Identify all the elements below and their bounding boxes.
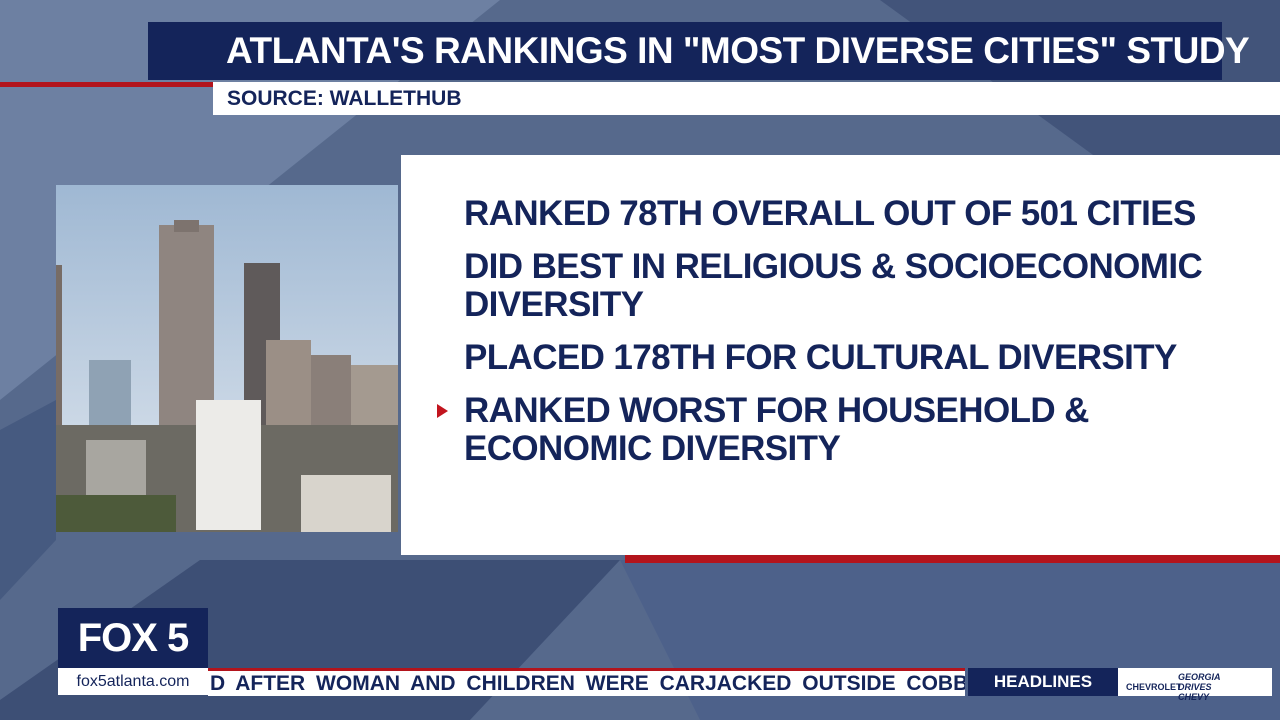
- bullet: PLACED 178TH FOR CULTURAL DIVERSITY: [464, 339, 1254, 377]
- bullet-text: PLACED 178TH FOR CULTURAL DIVERSITY: [464, 338, 1177, 377]
- bullet: RANKED 78TH OVERALL OUT OF 501 CITIES: [464, 195, 1254, 233]
- news-ticker: D AFTER WOMAN AND CHILDREN WERE CARJACKE…: [208, 668, 965, 696]
- ticker-section: HEADLINES: [968, 668, 1118, 696]
- bullet-marker: [437, 404, 448, 418]
- bullet-list: RANKED 78TH OVERALL OUT OF 501 CITIES DID…: [437, 195, 1254, 483]
- bullet: RANKED WORST FOR HOUSEHOLD & ECONOMIC DI…: [437, 391, 1254, 468]
- station-logo: FOX 5: [58, 608, 208, 668]
- sponsor-tag: GEORGIA DRIVES CHEVY: [1178, 672, 1221, 702]
- sponsor: CHEVROLET GEORGIA DRIVES CHEVY: [1118, 668, 1272, 702]
- sponsor-name: CHEVROLET: [1126, 682, 1182, 692]
- bullet-text: RANKED WORST FOR HOUSEHOLD & ECONOMIC DI…: [464, 391, 1089, 468]
- station-url: fox5atlanta.com: [58, 668, 208, 695]
- skyline-photo: [56, 185, 398, 532]
- accent-line: [0, 82, 213, 87]
- title-bar: ATLANTA'S RANKINGS IN "MOST DIVERSE CITI…: [148, 22, 1250, 80]
- bullet: DID BEST IN RELIGIOUS & SOCIOECONOMIC DI…: [464, 248, 1254, 324]
- source-bar: SOURCE: WALLETHUB: [213, 82, 1280, 115]
- bullet-text: RANKED 78TH OVERALL OUT OF 501 CITIES: [464, 194, 1196, 233]
- text-panel: [401, 155, 1280, 555]
- accent-bar: [625, 555, 1280, 563]
- bullet-text: DID BEST IN RELIGIOUS & SOCIOECONOMIC DI…: [464, 247, 1203, 324]
